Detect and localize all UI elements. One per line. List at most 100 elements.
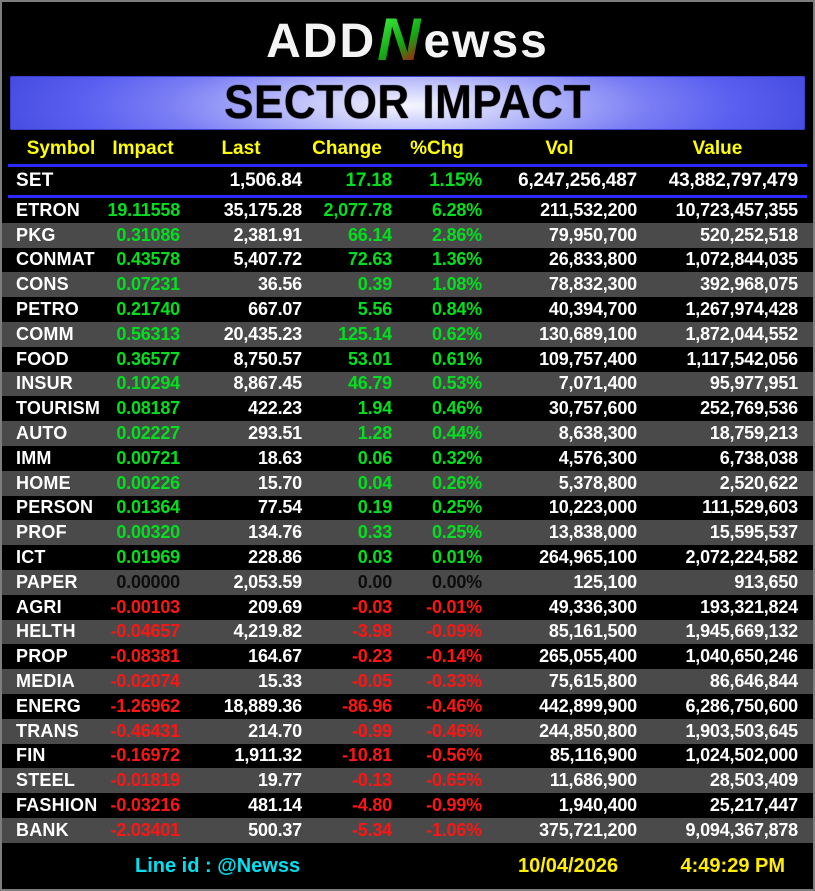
last-value: 2,053.59: [233, 571, 303, 592]
last-value: 500.37: [248, 819, 302, 840]
volume-value: 30,757,600: [548, 398, 637, 419]
value-value: 913,650: [734, 571, 798, 592]
index-row-set: SET 1,506.84 17.18 1.15% 6,247,256,487 4…: [2, 167, 813, 195]
sector-symbol: PAPER: [16, 571, 78, 592]
value-value: 1,945,669,132: [685, 621, 798, 642]
volume-value: 244,850,800: [539, 720, 637, 741]
pct-change-value: -0.14%: [426, 646, 482, 667]
value-value: 1,024,502,000: [685, 745, 798, 766]
volume-value: 8,638,300: [558, 423, 637, 444]
sector-symbol: ENERG: [16, 695, 82, 716]
sector-symbol: COMM: [16, 323, 74, 344]
table-row: COMM 0.56313 20,435.23 125.14 0.62% 130,…: [2, 321, 813, 347]
sector-symbol: HELTH: [16, 621, 76, 642]
index-change: 17.18: [345, 170, 392, 191]
change-value: -0.23: [351, 646, 392, 667]
impact-value: 0.00320: [116, 522, 180, 543]
index-value: 43,882,797,479: [668, 170, 798, 191]
impact-value: -0.08381: [110, 646, 181, 667]
change-value: 1.94: [357, 398, 392, 419]
table-row: MEDIA -0.02074 15.33 -0.05 -0.33% 75,615…: [2, 669, 813, 694]
sector-symbol: PERSON: [16, 497, 94, 518]
change-value: 2,077.78: [323, 199, 393, 220]
impact-value: 0.01364: [116, 497, 180, 518]
index-pct-change: 1.15%: [429, 170, 482, 191]
sector-symbol: ETRON: [16, 199, 80, 220]
pct-change-value: -0.56%: [426, 745, 482, 766]
impact-value: 0.36577: [116, 348, 180, 369]
logo-part-ewss: ewss: [423, 15, 549, 68]
line-id-label: Line id : @Newss: [135, 854, 301, 877]
last-value: 422.23: [248, 398, 302, 419]
impact-value: -2.03401: [110, 819, 181, 840]
pct-change-value: -0.33%: [426, 671, 482, 692]
pct-change-value: 0.32%: [431, 447, 482, 468]
last-value: 20,435.23: [223, 323, 302, 344]
col-header-last: Last: [221, 138, 261, 159]
sector-symbol: AGRI: [16, 596, 62, 617]
pct-change-value: -0.99%: [426, 795, 482, 816]
impact-value: 0.08187: [116, 398, 180, 419]
impact-value: 0.31086: [116, 224, 180, 245]
table-row: HOME 0.00226 15.70 0.04 0.26% 5,378,800 …: [2, 470, 813, 496]
sector-symbol: FASHION: [16, 795, 98, 816]
value-value: 2,520,622: [719, 472, 798, 493]
impact-value: -0.03216: [110, 795, 181, 816]
impact-value: 0.56313: [116, 323, 180, 344]
volume-value: 265,055,400: [539, 646, 637, 667]
sector-symbol: MEDIA: [16, 671, 75, 692]
pct-change-value: 0.62%: [431, 323, 482, 344]
change-value: 0.33: [357, 522, 392, 543]
pct-change-value: -0.01%: [426, 596, 482, 617]
col-header-value: Value: [692, 138, 743, 159]
table-row: CONS 0.07231 36.56 0.39 1.08% 78,832,300…: [2, 272, 813, 298]
table-row: FASHION -0.03216 481.14 -4.80 -0.99% 1,9…: [2, 793, 813, 818]
impact-value: 19.11558: [107, 199, 181, 220]
last-value: 5,407.72: [233, 249, 303, 270]
value-value: 1,072,844,035: [685, 249, 798, 270]
volume-value: 78,832,300: [548, 274, 637, 295]
volume-value: 5,378,800: [558, 472, 637, 493]
volume-value: 85,161,500: [548, 621, 637, 642]
change-value: 0.19: [357, 497, 392, 518]
table-row: AUTO 0.02227 293.51 1.28 0.44% 8,638,300…: [2, 421, 813, 446]
time-label: 4:49:29 PM: [680, 854, 786, 877]
pct-change-value: -1.06%: [426, 819, 482, 840]
pct-change-value: 0.44%: [431, 423, 482, 444]
value-value: 10,723,457,355: [675, 199, 799, 220]
volume-value: 13,838,000: [548, 522, 637, 543]
date-label: 10/04/2026: [518, 854, 619, 877]
change-value: -0.05: [351, 671, 392, 692]
last-value: 35,175.28: [223, 199, 302, 220]
change-value: 0.04: [357, 472, 392, 493]
impact-value: 0.21740: [116, 299, 180, 320]
sector-symbol: INSUR: [16, 373, 74, 394]
sector-symbol: HOME: [16, 472, 71, 493]
impact-value: 0.02227: [116, 423, 180, 444]
sector-symbol: STEEL: [16, 770, 76, 791]
table-row: TRANS -0.46431 214.70 -0.99 -0.46% 244,8…: [2, 718, 813, 744]
table-row: PERSON 0.01364 77.54 0.19 0.25% 10,223,0…: [2, 496, 813, 521]
last-value: 209.69: [248, 596, 302, 617]
pct-change-value: 0.61%: [431, 348, 482, 369]
last-value: 228.86: [248, 547, 302, 568]
sector-symbol: AUTO: [16, 423, 68, 444]
change-value: 53.01: [347, 348, 392, 369]
pct-change-value: 0.00%: [431, 571, 482, 592]
last-value: 667.07: [248, 299, 302, 320]
table-row: CONMAT 0.43578 5,407.72 72.63 1.36% 26,8…: [2, 248, 813, 273]
index-symbol: SET: [16, 170, 54, 191]
change-value: 46.79: [347, 373, 392, 394]
value-value: 25,217,447: [709, 795, 798, 816]
impact-value: -1.26962: [110, 695, 181, 716]
sector-symbol: FIN: [16, 745, 46, 766]
table-row: ICT 0.01969 228.86 0.03 0.01% 264,965,10…: [2, 545, 813, 570]
change-value: -0.99: [351, 720, 392, 741]
last-value: 8,750.57: [233, 348, 303, 369]
sector-symbol: PROP: [16, 646, 68, 667]
sector-table-body: ETRON 19.11558 35,175.28 2,077.78 6.28% …: [2, 198, 813, 843]
impact-value: 0.00226: [116, 472, 180, 493]
volume-value: 125,100: [573, 571, 637, 592]
pct-change-value: -0.46%: [426, 720, 482, 741]
value-value: 95,977,951: [709, 373, 798, 394]
